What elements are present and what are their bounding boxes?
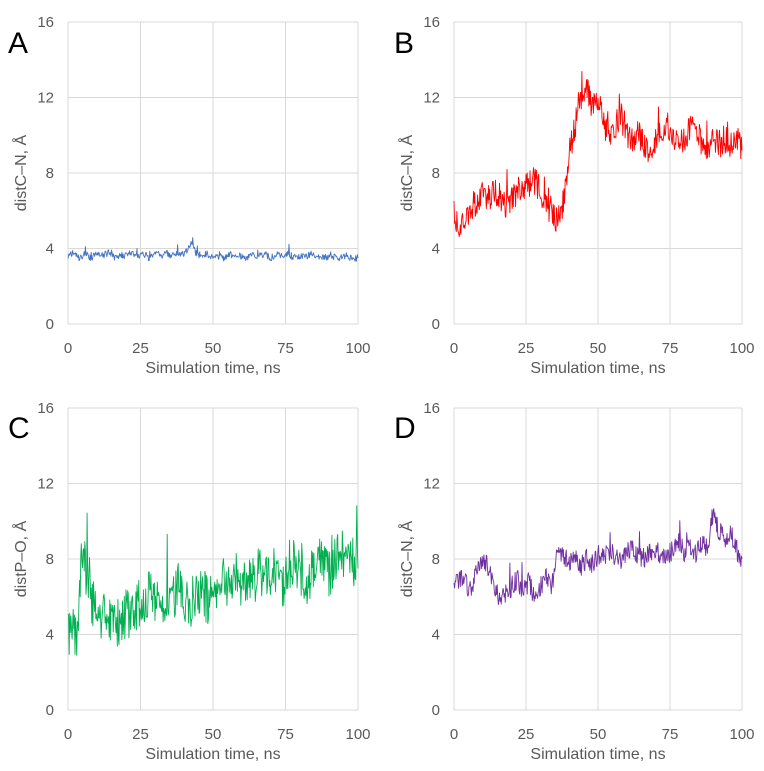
panel-c-xtick-label: 25: [132, 726, 149, 743]
panel-d-y-axis-title: distC–N, Å: [397, 520, 416, 597]
panel-b-ytick-label: 8: [432, 165, 440, 182]
panel-a-xtick-label: 100: [345, 340, 370, 357]
panel-a-label: A: [8, 27, 28, 60]
panel-a-ytick-label: 12: [37, 90, 54, 107]
panel-c-ytick-label: 0: [46, 702, 54, 719]
panel-d-xtick-label: 75: [662, 726, 679, 743]
panel-a-series-line: [67, 237, 359, 262]
panel-d-xtick-label: 100: [729, 726, 754, 743]
panel-d-xtick-label: 25: [518, 726, 535, 743]
panel-c-xtick-label: 75: [277, 726, 294, 743]
panel-c-ytick-label: 8: [46, 551, 54, 568]
panel-b-ytick-label: 12: [423, 90, 440, 107]
panel-d: 0 4 8 12 16 0 25 50 75 100 Simulation time, ns dist…: [394, 400, 755, 763]
panel-a-xtick-label: 25: [132, 340, 149, 357]
panel-c-ytick-label: 12: [37, 476, 54, 493]
panel-b-xtick-label: 25: [518, 340, 535, 357]
panel-b-xtick-label: 50: [590, 340, 607, 357]
panel-d-x-axis-title: Simulation time, ns: [530, 746, 665, 763]
panel-b-label: B: [394, 27, 414, 60]
panel-a-ytick-label: 0: [46, 316, 54, 333]
panel-b-x-axis-title: Simulation time, ns: [530, 360, 665, 377]
panel-b-series-line: [453, 71, 743, 238]
panel-d-ytick-label: 12: [423, 476, 440, 493]
panel-c: 0 4 8 12 16 0 25 50 75 100 Simulation time, ns dist…: [8, 400, 371, 763]
panel-b: 0 4 8 12 16 0 25 50 75 100 Simulation time, ns dist…: [394, 14, 755, 377]
panel-c-x-axis-title: Simulation time, ns: [145, 746, 280, 763]
panel-c-xtick-label: 50: [205, 726, 222, 743]
panel-c-xtick-label: 0: [64, 726, 72, 743]
panel-b-xtick-label: 0: [450, 340, 458, 357]
panel-c-series-line: [67, 505, 359, 656]
panel-a: 0 4 8 12 16 0 25 50 75 100 Simulation time, ns dist…: [8, 14, 371, 377]
panel-c-ytick-label: 16: [37, 400, 54, 417]
panel-a-ytick-label: 4: [46, 241, 54, 258]
panel-b-xtick-label: 100: [729, 340, 754, 357]
panel-a-xtick-label: 50: [205, 340, 222, 357]
panel-d-xtick-label: 0: [450, 726, 458, 743]
panel-b-ytick-label: 0: [432, 316, 440, 333]
panel-d-ytick-label: 16: [423, 400, 440, 417]
panel-d-ytick-label: 4: [432, 627, 440, 644]
panel-a-ytick-label: 16: [37, 14, 54, 31]
panel-b-ytick-label: 16: [423, 14, 440, 31]
panel-a-ytick-label: 8: [46, 165, 54, 182]
panel-d-ytick-label: 0: [432, 702, 440, 719]
panel-c-xtick-label: 100: [345, 726, 370, 743]
panel-d-xtick-label: 50: [590, 726, 607, 743]
panel-b-y-axis-title: distC–N, Å: [397, 134, 416, 211]
panel-b-ytick-label: 4: [432, 241, 440, 258]
panel-b-xtick-label: 75: [662, 340, 679, 357]
panel-a-y-axis-title: distC–N, Å: [11, 134, 30, 211]
panel-d-series-line: [453, 508, 743, 606]
panel-a-xtick-label: 0: [64, 340, 72, 357]
panel-a-xtick-label: 75: [277, 340, 294, 357]
panel-c-label: C: [8, 412, 30, 445]
panel-a-x-axis-title: Simulation time, ns: [145, 360, 280, 377]
panel-c-y-axis-title: distP–O, Å: [11, 520, 30, 597]
panel-d-label: D: [394, 412, 416, 445]
panel-c-ytick-label: 4: [46, 627, 54, 644]
panel-d-ytick-label: 8: [432, 551, 440, 568]
